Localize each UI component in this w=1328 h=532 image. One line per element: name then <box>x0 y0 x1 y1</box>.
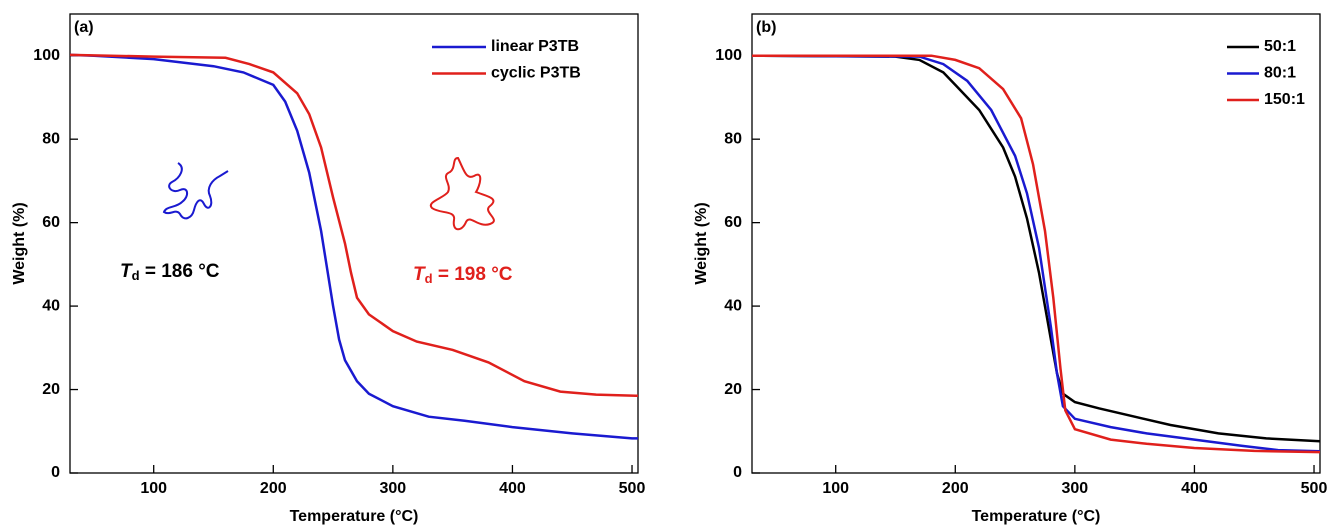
y-tick-label: 20 <box>42 381 60 398</box>
y-tick-label: 80 <box>42 130 60 147</box>
y-tick-label: 60 <box>42 214 60 231</box>
y-tick-label: 80 <box>724 130 742 147</box>
x-tick-label: 300 <box>380 480 407 497</box>
data-line <box>751 54 1321 443</box>
legend-label: 50:1 <box>1264 38 1296 55</box>
data-line <box>751 54 1321 453</box>
x-axis-label: Temperature (°C) <box>972 508 1101 525</box>
y-tick-label: 20 <box>724 381 742 398</box>
panel-label: (b) <box>756 19 776 36</box>
y-tick-label: 0 <box>51 464 60 481</box>
annotation: Td = 198 °C <box>413 264 513 286</box>
y-axis-label: Weight (%) <box>693 202 710 284</box>
x-tick-label: 100 <box>140 480 167 497</box>
x-axis-label: Temperature (°C) <box>290 508 419 525</box>
plot-frame <box>751 13 1321 474</box>
x-tick-label: 100 <box>822 480 849 497</box>
data-line <box>69 53 638 440</box>
annotation-text: = 198 °C <box>433 264 513 285</box>
linear-chain-icon <box>162 162 229 220</box>
legend-label: cyclic P3TB <box>491 65 581 82</box>
annotation-symbol: T <box>413 264 426 285</box>
y-tick-label: 0 <box>733 464 742 481</box>
y-tick-label: 100 <box>715 47 742 64</box>
x-tick-label: 300 <box>1062 480 1089 497</box>
annotation: Td = 186 °C <box>120 261 220 283</box>
x-tick-label: 200 <box>942 480 969 497</box>
data-line <box>69 53 639 398</box>
y-tick-label: 100 <box>33 47 60 64</box>
annotation-subscript: d <box>425 271 433 286</box>
legend-label: 80:1 <box>1264 65 1296 82</box>
legend-label: 150:1 <box>1264 91 1305 108</box>
annotation-subscript: d <box>132 268 140 283</box>
annotation-symbol: T <box>120 261 133 282</box>
cyclic-ring-icon <box>429 156 495 231</box>
y-tick-label: 40 <box>42 297 60 314</box>
x-tick-label: 400 <box>1181 480 1208 497</box>
x-tick-label: 500 <box>619 480 646 497</box>
x-tick-label: 500 <box>1301 480 1328 497</box>
legend-label: linear P3TB <box>491 38 579 55</box>
x-tick-label: 200 <box>260 480 287 497</box>
y-tick-label: 60 <box>724 214 742 231</box>
panel-label: (a) <box>74 19 94 36</box>
data-line <box>752 54 1321 454</box>
annotation-text: = 186 °C <box>140 261 220 282</box>
y-tick-label: 40 <box>724 297 742 314</box>
y-axis-label: Weight (%) <box>11 202 28 284</box>
plot-frame <box>69 13 639 474</box>
x-tick-label: 400 <box>499 480 526 497</box>
